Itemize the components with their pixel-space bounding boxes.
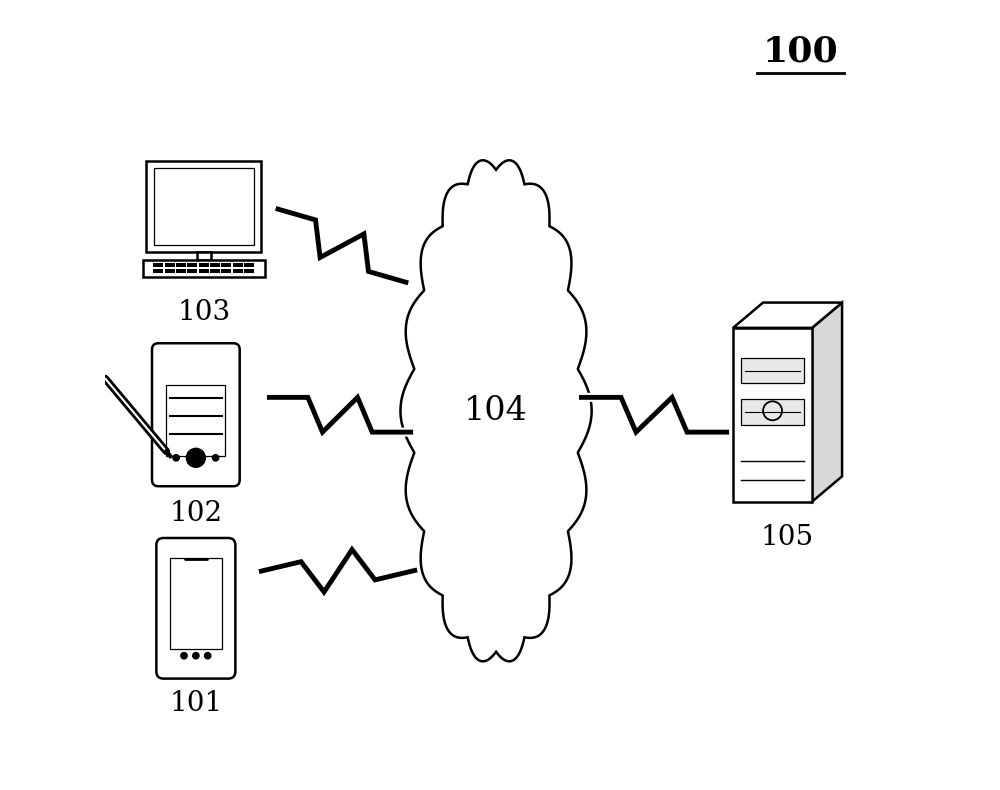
- Polygon shape: [400, 160, 592, 661]
- Polygon shape: [812, 303, 842, 502]
- FancyBboxPatch shape: [187, 269, 197, 273]
- FancyBboxPatch shape: [233, 269, 243, 273]
- FancyBboxPatch shape: [146, 161, 261, 251]
- FancyBboxPatch shape: [733, 328, 812, 502]
- FancyBboxPatch shape: [176, 269, 186, 273]
- FancyBboxPatch shape: [233, 263, 243, 268]
- FancyBboxPatch shape: [221, 269, 231, 273]
- FancyBboxPatch shape: [187, 263, 197, 268]
- FancyBboxPatch shape: [170, 558, 222, 649]
- FancyBboxPatch shape: [165, 263, 175, 268]
- FancyBboxPatch shape: [165, 269, 175, 273]
- Text: 100: 100: [762, 34, 838, 69]
- FancyBboxPatch shape: [199, 269, 209, 273]
- FancyBboxPatch shape: [199, 263, 209, 268]
- FancyBboxPatch shape: [197, 251, 211, 259]
- FancyBboxPatch shape: [152, 344, 240, 487]
- Text: 105: 105: [760, 524, 813, 551]
- Circle shape: [186, 449, 205, 468]
- FancyBboxPatch shape: [210, 269, 220, 273]
- FancyBboxPatch shape: [741, 399, 804, 424]
- Text: 103: 103: [177, 299, 230, 325]
- Circle shape: [173, 454, 179, 461]
- Circle shape: [193, 653, 199, 659]
- FancyBboxPatch shape: [741, 358, 804, 383]
- Text: 104: 104: [464, 395, 528, 427]
- Polygon shape: [733, 303, 842, 328]
- FancyBboxPatch shape: [221, 263, 231, 268]
- FancyBboxPatch shape: [244, 269, 254, 273]
- FancyBboxPatch shape: [153, 263, 163, 268]
- FancyBboxPatch shape: [143, 259, 265, 276]
- FancyBboxPatch shape: [244, 263, 254, 268]
- Circle shape: [181, 653, 187, 659]
- Text: 101: 101: [169, 690, 222, 717]
- FancyBboxPatch shape: [156, 538, 235, 679]
- FancyBboxPatch shape: [166, 385, 225, 457]
- FancyBboxPatch shape: [176, 263, 186, 268]
- Circle shape: [212, 454, 219, 461]
- FancyBboxPatch shape: [154, 168, 254, 245]
- FancyBboxPatch shape: [153, 269, 163, 273]
- Circle shape: [205, 653, 211, 659]
- Text: 102: 102: [169, 500, 222, 527]
- FancyBboxPatch shape: [210, 263, 220, 268]
